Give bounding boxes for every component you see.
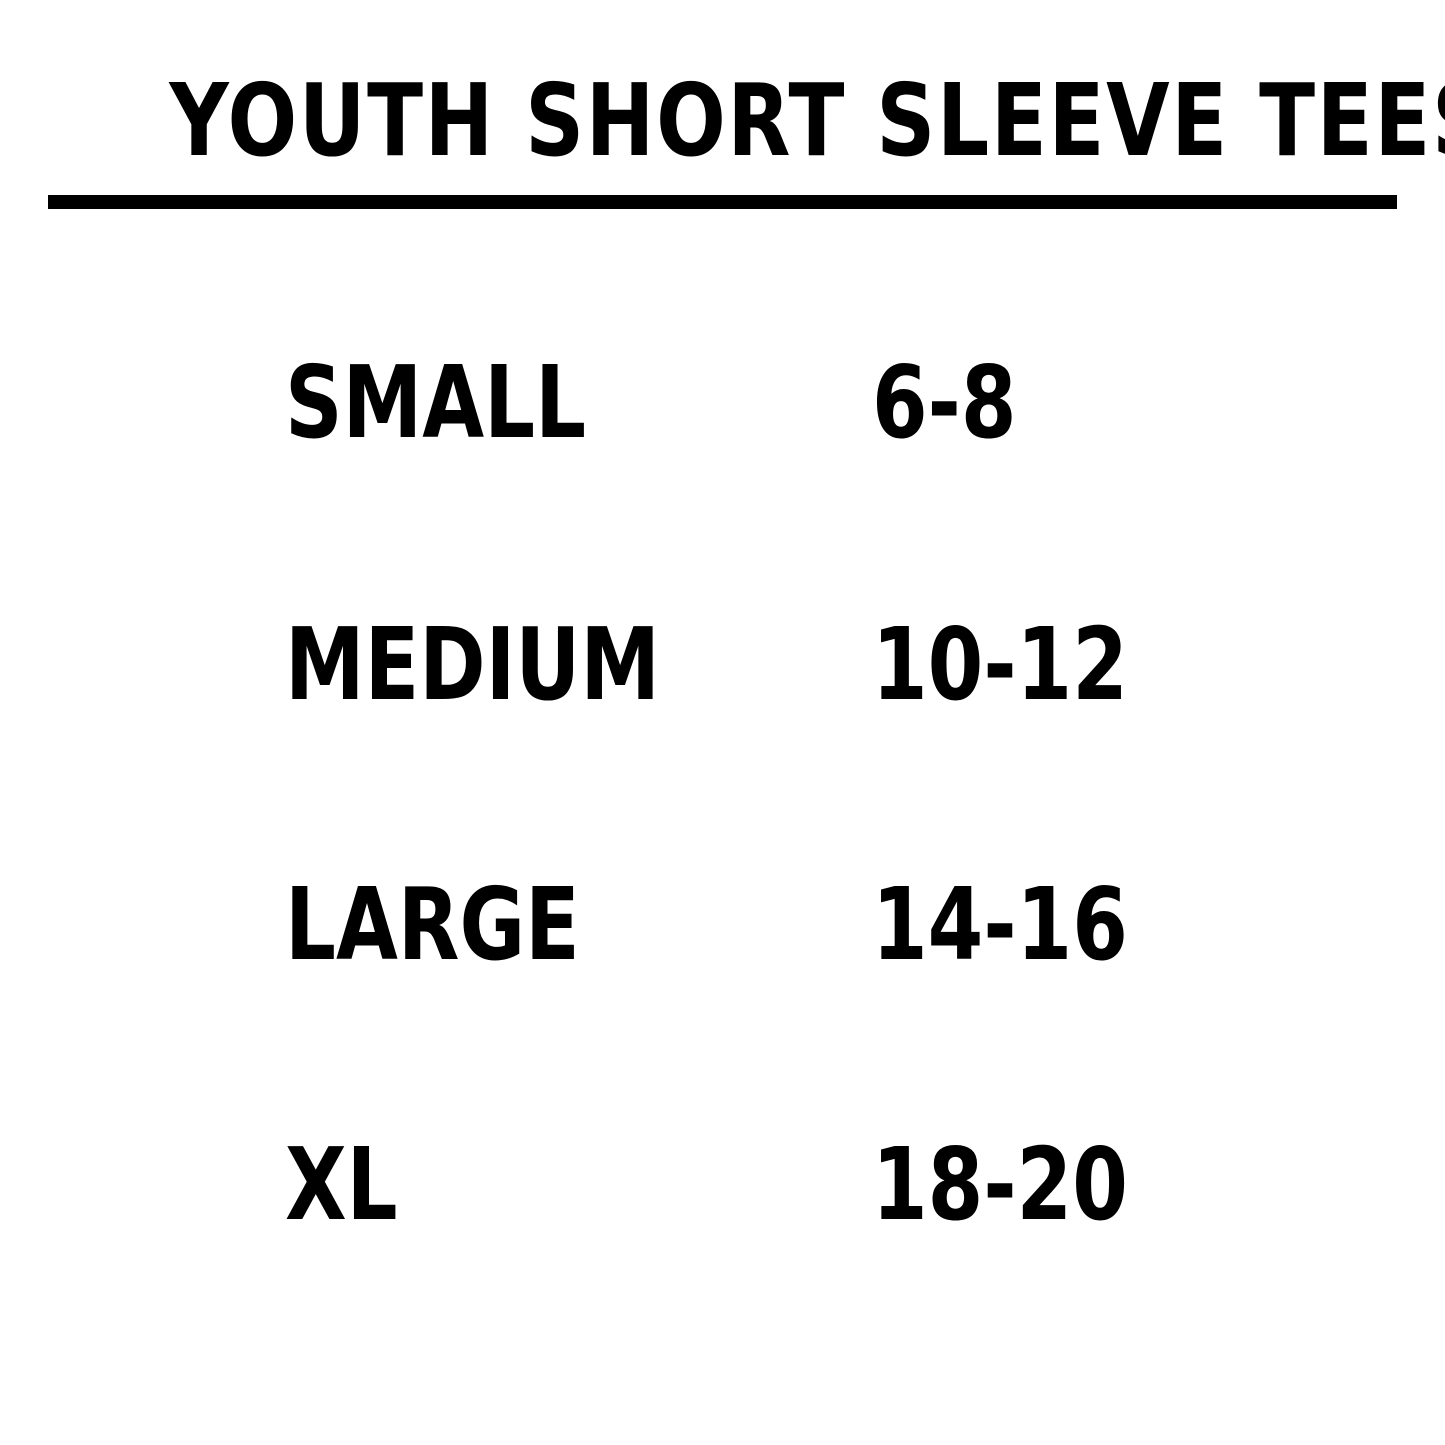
title: YOUTH SHORT SLEEVE TEES — [169, 62, 1445, 179]
age-range: 10-12 — [872, 606, 1128, 723]
age-range: 14-16 — [872, 866, 1128, 983]
size-label: LARGE — [285, 866, 580, 983]
title-rule — [48, 195, 1397, 209]
size-label: XL — [285, 1126, 398, 1243]
age-range: 18-20 — [872, 1126, 1128, 1243]
age-range: 6-8 — [872, 344, 1017, 461]
size-label: SMALL — [285, 344, 587, 461]
size-label: MEDIUM — [285, 606, 660, 723]
